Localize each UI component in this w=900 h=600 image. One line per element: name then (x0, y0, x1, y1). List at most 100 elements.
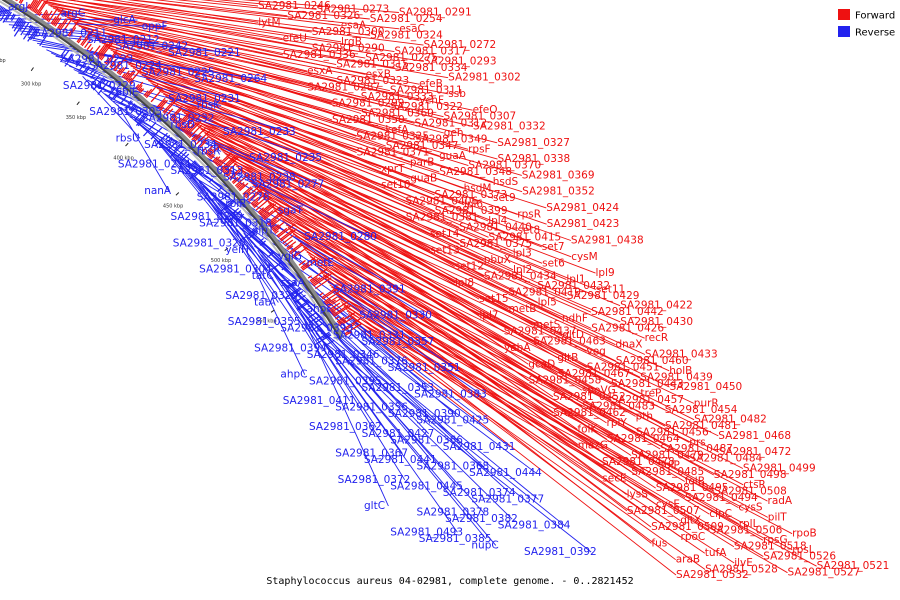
forward-gene-label[interactable]: rpoC (681, 531, 706, 543)
reverse-gene-label[interactable]: SA2981_0391 (333, 283, 406, 295)
reverse-gene-label[interactable]: SA2981_0376 (335, 356, 408, 368)
reverse-gene-label[interactable]: SA2981_0366 (390, 434, 463, 446)
forward-gene-label[interactable]: SA2981_0438 (571, 235, 644, 247)
forward-gene-label[interactable]: SA2981_0422 (620, 300, 693, 312)
forward-gene-label[interactable]: SA2981_0433 (645, 349, 718, 361)
reverse-gene-label[interactable]: SA2981_0223 (61, 54, 134, 66)
forward-gene-label[interactable]: ychF (419, 95, 444, 107)
forward-gene-label[interactable]: SA2981_0317 (394, 46, 467, 58)
forward-gene-label[interactable]: rpsL (792, 544, 814, 556)
forward-gene-label[interactable]: SA2981_0336 (283, 49, 356, 61)
forward-gene-label[interactable]: SA2981_0325 (356, 130, 429, 142)
reverse-gene-label[interactable]: SA2981_0382 (445, 513, 518, 525)
reverse-gene-label[interactable]: SA2981_0331 (333, 329, 406, 341)
reverse-gene-label[interactable]: rbsU (116, 132, 140, 144)
reverse-gene-label[interactable]: SA2981_0232 (142, 113, 215, 125)
forward-gene-label[interactable]: SA2981_0450 (670, 381, 743, 393)
forward-gene-label[interactable]: SA2981_0509 (651, 521, 724, 533)
forward-gene-label[interactable]: lpl1 (566, 274, 585, 286)
forward-gene-label[interactable]: rpsG (763, 534, 788, 546)
reverse-gene-label[interactable]: metE (307, 257, 334, 269)
forward-gene-label[interactable]: metS (533, 319, 561, 331)
reverse-gene-label[interactable]: ssaA (280, 277, 305, 289)
forward-gene-label[interactable]: set8 (518, 225, 541, 237)
reverse-gene-label[interactable]: SA2981_0383 (414, 388, 487, 400)
forward-gene-label[interactable]: dnaX (616, 339, 643, 351)
forward-gene-label[interactable]: pbuX (484, 254, 511, 266)
reverse-gene-label[interactable]: SA2981_0235 (249, 152, 322, 164)
reverse-gene-label[interactable]: yqiG (278, 251, 302, 263)
forward-gene-label[interactable]: SA2981_0369 (522, 169, 595, 181)
forward-gene-label[interactable]: SA2981_0423 (547, 218, 620, 230)
reverse-gene-label[interactable]: SA2981_0353 (362, 382, 435, 394)
forward-gene-label[interactable]: SA2981_0360 (361, 108, 434, 120)
forward-gene-label[interactable]: SA2981_0381 (406, 212, 479, 224)
forward-gene-label[interactable]: recR (645, 332, 669, 344)
forward-gene-label[interactable]: folB (685, 476, 705, 488)
reverse-gene-label[interactable]: SA2981_0384 (498, 520, 571, 532)
forward-gene-label[interactable]: fus (651, 537, 667, 549)
reverse-gene-label[interactable]: SA2981_0362 (309, 421, 382, 433)
reverse-gene-label[interactable]: rpiR (225, 198, 246, 210)
forward-gene-label[interactable]: SA2981_0290 (312, 42, 385, 54)
reverse-gene-label[interactable]: ubiE (116, 86, 139, 98)
reverse-gene-label[interactable]: SA2981_0372 (338, 474, 411, 486)
reverse-gene-label[interactable]: SA2981_0395 (309, 375, 382, 387)
forward-gene-label[interactable]: SA2981_0350 (332, 114, 405, 126)
forward-gene-label[interactable]: set6 (542, 257, 565, 269)
forward-gene-label[interactable]: SA2981_0424 (546, 202, 619, 214)
forward-gene-label[interactable]: lysS (627, 489, 649, 501)
reverse-gene-label[interactable]: SA2981_0234 (144, 139, 217, 151)
forward-gene-label[interactable]: SA2981_0338 (498, 153, 571, 165)
forward-gene-label[interactable]: SA2981_0327 (497, 137, 570, 149)
reverse-gene-label[interactable]: rbsD (170, 119, 195, 131)
forward-gene-label[interactable]: SA2981_0334 (395, 62, 468, 74)
forward-gene-label[interactable]: esaC (399, 23, 425, 35)
forward-gene-label[interactable]: SA2981_0439 (640, 371, 713, 383)
reverse-gene-label[interactable]: SA2981_0212 (87, 34, 160, 46)
forward-gene-label[interactable]: SA2981_0527 (788, 567, 861, 579)
reverse-gene-label[interactable]: SA2981_0233 (223, 126, 296, 138)
forward-gene-label[interactable]: lrgB (341, 36, 362, 48)
forward-gene-label[interactable]: SA2981_0272 (424, 39, 497, 51)
forward-gene-label[interactable]: holB (669, 365, 692, 377)
forward-gene-label[interactable]: SA2981_0373 (435, 189, 508, 201)
forward-gene-label[interactable]: treP (640, 388, 661, 400)
reverse-gene-label[interactable]: SA2981_0374 (443, 487, 516, 499)
forward-gene-label[interactable]: SA2981_0456 (636, 427, 709, 439)
reverse-gene-label[interactable]: SA2981_0393 (280, 323, 353, 335)
forward-gene-label[interactable]: tufA (705, 547, 727, 559)
forward-gene-label[interactable]: SA2981_0349 (415, 134, 488, 146)
forward-gene-label[interactable]: yabA (504, 342, 531, 354)
forward-gene-label[interactable]: gltX (680, 515, 701, 527)
forward-gene-label[interactable]: guaB (410, 173, 437, 185)
reverse-gene-label[interactable]: SA2981_0444 (469, 467, 542, 479)
forward-gene-label[interactable]: SA2981_0467 (558, 368, 631, 380)
forward-gene-label[interactable]: SA2981_0275 (365, 52, 438, 64)
reverse-gene-label[interactable]: SA2981_0221 (168, 47, 241, 59)
reverse-gene-label[interactable]: argC (61, 8, 86, 20)
forward-gene-label[interactable]: SA2981_0347 (386, 140, 459, 152)
forward-gene-label[interactable]: SA2981_0484 (690, 453, 763, 465)
forward-gene-label[interactable]: SA2981_0333 (361, 91, 434, 103)
reverse-gene-label[interactable]: SA2981_0356 (335, 402, 408, 414)
forward-gene-label[interactable]: lytM (258, 16, 280, 28)
forward-gene-label[interactable]: set15 (479, 293, 508, 305)
forward-gene-label[interactable]: lpl3 (513, 248, 532, 260)
reverse-gene-label[interactable]: SA2981_0280 (304, 231, 377, 243)
forward-gene-label[interactable]: SA2981_0483 (582, 401, 655, 413)
reverse-gene-label[interactable]: ahpF (307, 303, 333, 315)
forward-gene-label[interactable]: SA2981_0307 (444, 111, 517, 123)
forward-gene-label[interactable]: lpl9 (596, 267, 615, 279)
forward-gene-label[interactable]: SA2981_0528 (705, 564, 778, 576)
forward-gene-label[interactable]: esxB (366, 68, 391, 80)
forward-gene-label[interactable]: SA2981_0352 (522, 186, 595, 198)
forward-gene-label[interactable]: SA2981_0430 (620, 316, 693, 328)
forward-gene-label[interactable]: rpsR (517, 209, 541, 221)
reverse-gene-label[interactable]: SA2981_0411 (283, 395, 356, 407)
forward-gene-label[interactable]: SA2981_0332 (473, 121, 546, 133)
forward-gene-label[interactable]: clpC (709, 508, 732, 520)
forward-gene-label[interactable]: SA2981_0312 (415, 117, 488, 129)
forward-gene-label[interactable]: lpl2 (513, 264, 532, 276)
reverse-gene-label[interactable]: SA2981_0355 (228, 316, 301, 328)
